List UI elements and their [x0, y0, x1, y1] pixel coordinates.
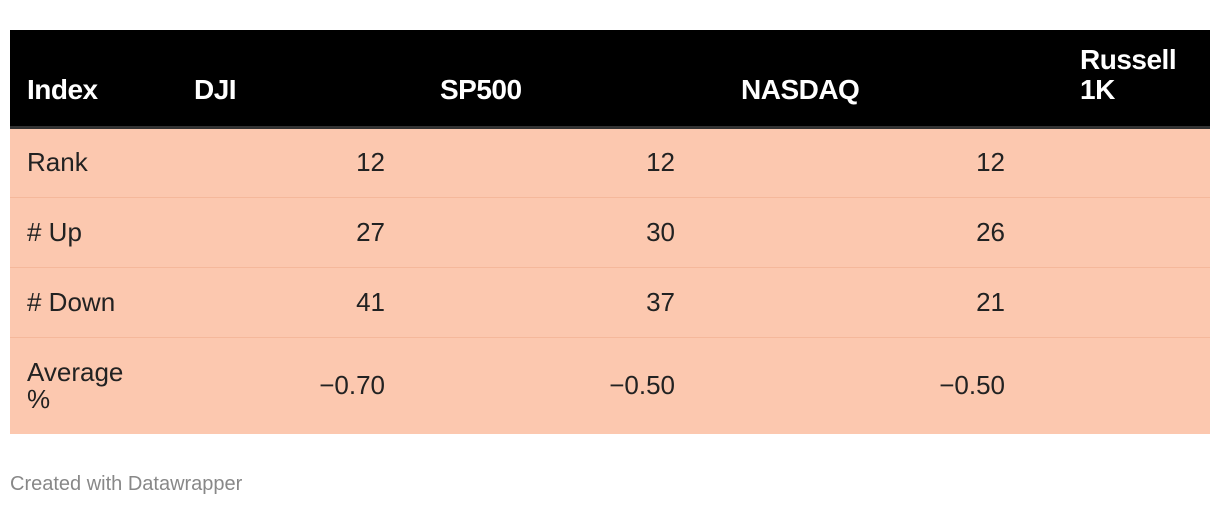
column-header-dji[interactable]: DJI — [170, 30, 410, 129]
cell-rank-sp500: 12 — [410, 127, 700, 198]
column-header-sp500[interactable]: SP500 — [410, 30, 700, 129]
column-header-index[interactable]: Index — [10, 30, 170, 129]
row-label-up: # Up — [10, 197, 170, 268]
cell-rank-russell-1k — [1030, 127, 1210, 198]
table-body: Rank 12 12 12 # Up 27 30 26 # Down 41 37… — [10, 127, 1210, 434]
cell-up-russell-1k — [1030, 197, 1210, 268]
row-label-down: # Down — [10, 267, 170, 338]
row-label-average: Average % — [10, 337, 170, 434]
table-row: # Down 41 37 21 — [10, 267, 1210, 338]
cell-down-russell-1k — [1030, 267, 1210, 338]
cell-up-sp500: 30 — [410, 197, 700, 268]
column-header-nasdaq[interactable]: NASDAQ — [700, 30, 1030, 129]
table-row: Rank 12 12 12 — [10, 127, 1210, 198]
data-table: Index DJI SP500 NASDAQ Russell 1K Rank 1… — [10, 30, 1210, 434]
header-row: Index DJI SP500 NASDAQ Russell 1K — [10, 30, 1210, 129]
cell-average-dji: −0.70 — [170, 337, 410, 434]
cell-rank-nasdaq: 12 — [700, 127, 1030, 198]
datawrapper-credit: Created with Datawrapper — [10, 473, 243, 495]
row-label-rank: Rank — [10, 127, 170, 198]
cell-up-dji: 27 — [170, 197, 410, 268]
cell-rank-dji: 12 — [170, 127, 410, 198]
table-row: # Up 27 30 26 — [10, 197, 1210, 268]
cell-average-sp500: −0.50 — [410, 337, 700, 434]
cell-down-sp500: 37 — [410, 267, 700, 338]
table-header: Index DJI SP500 NASDAQ Russell 1K — [10, 30, 1210, 129]
cell-down-dji: 41 — [170, 267, 410, 338]
column-header-russell-1k[interactable]: Russell 1K — [1030, 30, 1210, 129]
cell-average-russell-1k — [1030, 337, 1210, 434]
cell-up-nasdaq: 26 — [700, 197, 1030, 268]
cell-average-nasdaq: −0.50 — [700, 337, 1030, 434]
cell-down-nasdaq: 21 — [700, 267, 1030, 338]
table-row: Average % −0.70 −0.50 −0.50 — [10, 337, 1210, 434]
data-table-container: Index DJI SP500 NASDAQ Russell 1K Rank 1… — [10, 30, 1210, 434]
